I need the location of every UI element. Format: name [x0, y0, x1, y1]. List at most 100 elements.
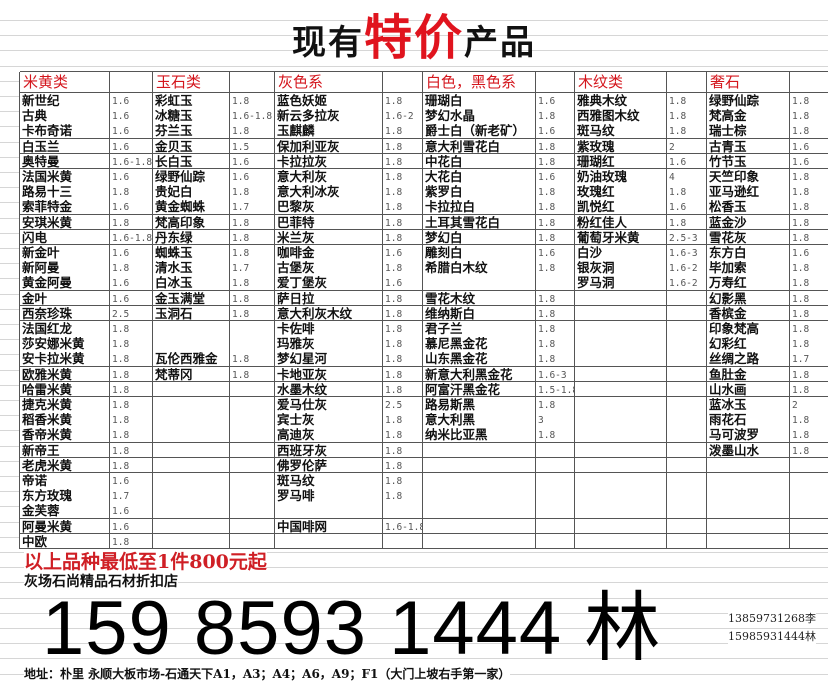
- product-thickness: 1.8: [230, 123, 275, 140]
- product-thickness: 1.6: [536, 169, 575, 185]
- product-thickness: [230, 473, 275, 489]
- product-thickness: 1.6-1.8: [110, 229, 153, 246]
- product-thickness: 4: [667, 169, 707, 185]
- product-name: 金叶: [20, 290, 110, 307]
- product-thickness: 1.7: [110, 488, 153, 504]
- product-thickness: 1.8: [667, 184, 707, 200]
- product-thickness: 1.8: [536, 138, 575, 155]
- product-thickness: 1.8: [790, 199, 828, 216]
- product-name: 高迪灰: [275, 427, 383, 444]
- product-name: 幻彩红: [707, 336, 790, 352]
- product-name: [153, 533, 230, 550]
- product-name: [153, 381, 230, 398]
- product-name: 法国米黄: [20, 169, 110, 185]
- product-name: 雪花木纹: [423, 290, 536, 307]
- product-name: [575, 366, 667, 383]
- product-name: 维纳斯白: [423, 305, 536, 322]
- product-name: 慕尼黑金花: [423, 336, 536, 352]
- product-thickness: 1.8: [536, 305, 575, 322]
- product-thickness: [230, 518, 275, 535]
- product-thickness: 1.6: [667, 199, 707, 216]
- product-thickness: 1.8: [790, 93, 828, 109]
- product-name: 罗马啡: [275, 488, 383, 504]
- product-thickness: 1.8: [383, 199, 423, 216]
- product-name: 意大利灰: [275, 169, 383, 185]
- product-name: 芬兰玉: [153, 123, 230, 140]
- product-name: 珊瑚红: [575, 153, 667, 170]
- page-title: 现有特价产品: [0, 8, 828, 73]
- product-thickness: [790, 518, 828, 535]
- product-thickness: [536, 488, 575, 504]
- product-thickness: 1.8: [230, 214, 275, 231]
- product-name: [575, 427, 667, 444]
- product-thickness: 1.8: [790, 123, 828, 140]
- min-order-note: 以上品种最低至1件800元起: [24, 551, 267, 573]
- product-name: 古堡灰: [275, 260, 383, 276]
- product-name: 梵高金: [707, 108, 790, 124]
- product-name: 东方白: [707, 245, 790, 261]
- product-name: 新阿曼: [20, 260, 110, 276]
- product-thickness: 1.8: [383, 214, 423, 231]
- product-name: [575, 381, 667, 398]
- product-thickness: 1.8: [536, 290, 575, 307]
- product-name: 山东黑金花: [423, 351, 536, 368]
- product-thickness: [790, 473, 828, 489]
- product-thickness: 1.8: [230, 93, 275, 109]
- product-name: 梦幻水晶: [423, 108, 536, 124]
- product-name: 瑞士棕: [707, 123, 790, 140]
- product-name: 蓝色妖姬: [275, 93, 383, 109]
- product-name: [423, 442, 536, 459]
- sheet-gridline: [0, 65, 828, 67]
- product-thickness: 1.8: [536, 260, 575, 276]
- product-name: 凯悦红: [575, 199, 667, 216]
- product-thickness: [667, 518, 707, 535]
- product-thickness: 1.8: [110, 214, 153, 231]
- header-blank-cell: [790, 72, 828, 93]
- product-thickness: 1.6: [790, 245, 828, 261]
- product-name: 玉洞石: [153, 305, 230, 322]
- product-thickness: [230, 457, 275, 474]
- product-thickness: 1.8: [790, 184, 828, 200]
- product-thickness: [230, 533, 275, 550]
- product-thickness: 1.8: [383, 229, 423, 246]
- product-thickness: 1.8: [667, 123, 707, 140]
- product-thickness: 1.6: [790, 138, 828, 155]
- product-thickness: 1.8: [536, 397, 575, 413]
- product-name: 斑马纹: [575, 123, 667, 140]
- product-name: 雪花灰: [707, 229, 790, 246]
- category-header: 白色，黑色系: [423, 72, 536, 93]
- product-thickness: 1.8: [790, 366, 828, 383]
- product-name: 马可波罗: [707, 427, 790, 444]
- product-name: 咖啡金: [275, 245, 383, 261]
- product-thickness: 1.8: [790, 275, 828, 292]
- product-thickness: [667, 321, 707, 337]
- product-name: 爱丁堡灰: [275, 275, 383, 292]
- product-name: 意大利黑: [423, 412, 536, 428]
- product-name: 蓝金沙: [707, 214, 790, 231]
- product-thickness: [536, 533, 575, 550]
- product-thickness: 1.8: [536, 199, 575, 216]
- product-thickness: 3: [536, 412, 575, 428]
- product-thickness: 1.8: [383, 473, 423, 489]
- product-name: 法国红龙: [20, 321, 110, 337]
- product-name: 雅典木纹: [575, 93, 667, 109]
- product-name: 黄金阿曼: [20, 275, 110, 292]
- product-name: 鱼肚金: [707, 366, 790, 383]
- product-name: 金玉满堂: [153, 290, 230, 307]
- product-thickness: 1.8: [110, 427, 153, 444]
- product-thickness: [230, 412, 275, 428]
- product-name: [153, 321, 230, 337]
- title-highlight: 特价: [363, 10, 464, 66]
- product-name: 丝绸之路: [707, 351, 790, 368]
- product-name: 古青玉: [707, 138, 790, 155]
- product-thickness: 1.8: [110, 336, 153, 352]
- product-name: [707, 518, 790, 535]
- product-name: [153, 457, 230, 474]
- product-name: [707, 533, 790, 550]
- product-name: 蜘蛛玉: [153, 245, 230, 261]
- product-name: 西奈珍珠: [20, 305, 110, 322]
- product-thickness: 1.8: [790, 108, 828, 124]
- product-thickness: 1.8: [230, 184, 275, 200]
- title-pre: 现有: [291, 23, 364, 63]
